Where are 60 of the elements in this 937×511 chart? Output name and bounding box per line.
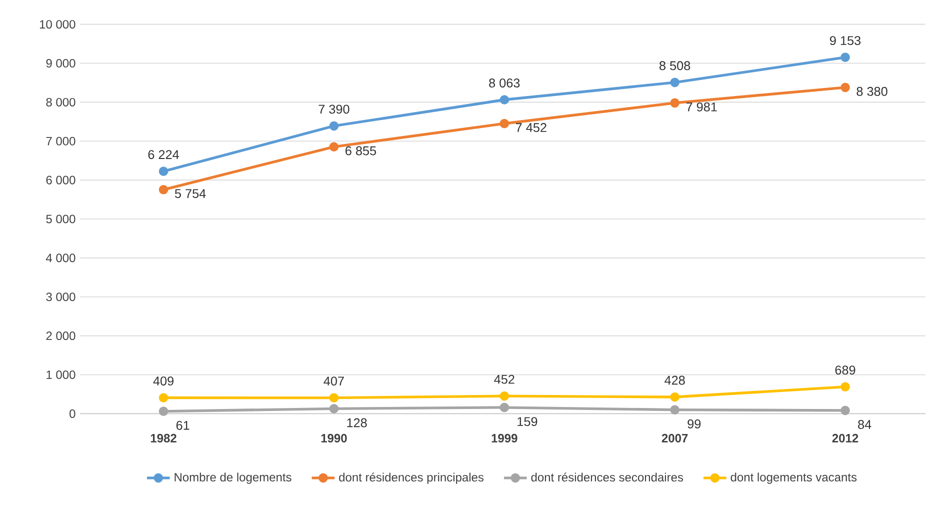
data-label: 99 <box>688 419 701 428</box>
data-label: 9 153 <box>830 36 861 46</box>
data-label: 409 <box>153 376 174 386</box>
data-label: 8 063 <box>489 78 520 88</box>
y-tick-label: 2 000 <box>46 332 76 340</box>
point <box>840 52 850 62</box>
point <box>500 118 510 128</box>
x-tick-label: 1982 <box>150 434 176 442</box>
data-label: 5 754 <box>174 189 206 198</box>
point <box>158 184 168 194</box>
data-label: 407 <box>324 376 344 386</box>
y-tick-label: 4 000 <box>46 254 76 262</box>
legend-label: dont résidences secondaires <box>531 472 684 482</box>
data-label: 6 855 <box>346 146 376 156</box>
point <box>158 406 168 416</box>
y-tick-label: 8 000 <box>46 98 76 106</box>
y-tick-label: 3 000 <box>46 292 76 302</box>
point <box>329 393 339 402</box>
y-tick-label: 1 000 <box>46 370 76 379</box>
y-tick-label: 0 <box>70 409 76 418</box>
point <box>840 82 850 92</box>
data-label: 128 <box>347 418 367 428</box>
point <box>670 392 680 402</box>
point <box>840 406 850 416</box>
x-tick-label: 1999 <box>492 434 518 442</box>
data-label: 452 <box>494 374 514 384</box>
data-label: 6 224 <box>148 150 179 160</box>
point <box>500 95 510 104</box>
y-tick-label: 6 000 <box>46 176 76 184</box>
point <box>670 405 680 414</box>
point <box>840 382 850 392</box>
point <box>329 404 339 414</box>
point <box>670 98 680 108</box>
data-label: 84 <box>858 420 872 429</box>
point <box>158 166 168 176</box>
point <box>329 121 339 131</box>
data-label: 428 <box>664 376 685 385</box>
data-label: 159 <box>518 417 538 426</box>
data-label: 61 <box>176 420 190 430</box>
data-label: 7 390 <box>318 104 350 114</box>
y-tick-label: 10 000 <box>40 20 76 29</box>
data-label: 8 380 <box>856 86 888 96</box>
legend-label: Nombre de logements <box>174 472 292 484</box>
point <box>670 78 680 88</box>
y-tick-label: 5 000 <box>46 214 76 224</box>
point <box>500 391 510 401</box>
point <box>500 402 510 412</box>
y-tick-label: 7 000 <box>46 136 76 146</box>
point <box>329 142 339 152</box>
point <box>158 393 168 402</box>
legend-label: dont résidences principales <box>339 472 484 484</box>
data-label: 8 508 <box>660 61 690 70</box>
data-label: 7 981 <box>686 102 717 112</box>
y-tick-label: 9 000 <box>46 59 76 68</box>
data-label: 7 452 <box>516 123 546 132</box>
x-tick-label: 2007 <box>662 434 688 442</box>
x-tick-label: 2012 <box>832 434 858 442</box>
data-label: 689 <box>835 366 856 375</box>
x-tick-label: 1990 <box>321 434 347 442</box>
legend-label: dont logements vacants <box>730 472 857 484</box>
